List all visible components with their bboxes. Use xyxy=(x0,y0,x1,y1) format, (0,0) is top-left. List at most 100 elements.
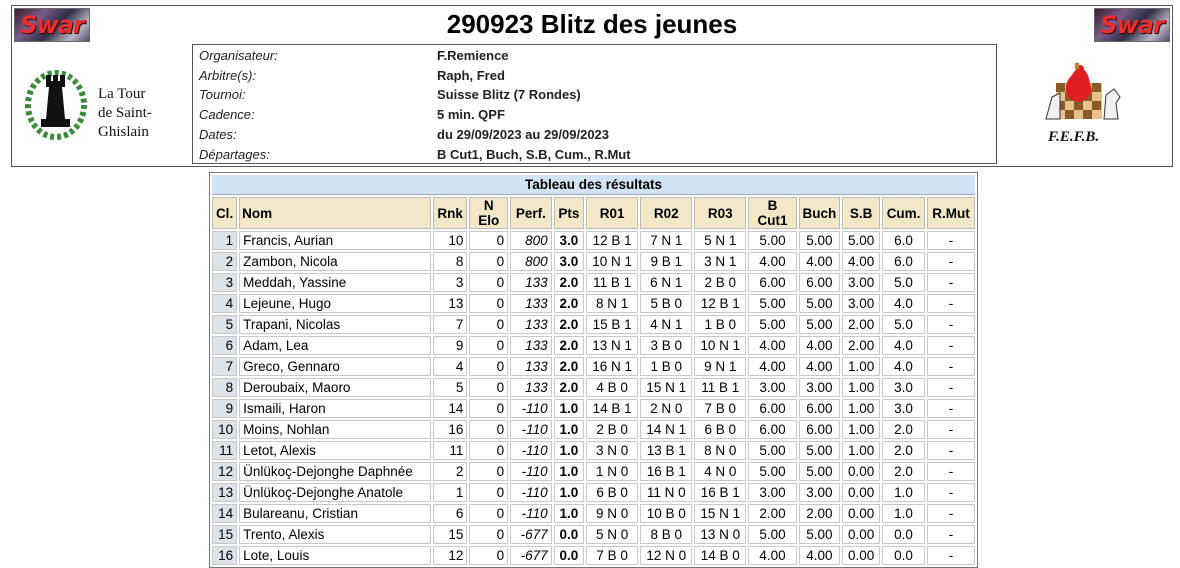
table-cell: 1.0 xyxy=(553,462,585,481)
table-cell: 0 xyxy=(469,231,509,250)
table-cell: Lejeune, Hugo xyxy=(239,294,431,313)
table-cell: 2.0 xyxy=(553,378,585,397)
table-cell: 14 xyxy=(212,504,238,523)
table-cell: 15 xyxy=(432,525,468,544)
table-cell: 7 B 0 xyxy=(586,546,639,565)
column-header: R02 xyxy=(640,197,693,229)
table-cell: 0 xyxy=(469,378,509,397)
table-cell: Meddah, Yassine xyxy=(239,273,431,292)
table-cell: 0.00 xyxy=(842,525,881,544)
table-cell: 9 B 1 xyxy=(640,252,693,271)
table-cell: 4.0 xyxy=(882,336,925,355)
table-cell: 10 xyxy=(432,231,468,250)
info-row: Dates: du 29/09/2023 au 29/09/2023 xyxy=(199,125,989,144)
table-cell: 14 B 1 xyxy=(586,399,639,418)
table-cell: Greco, Gennaro xyxy=(239,357,431,376)
info-row: Arbitre(s): Raph, Fred xyxy=(199,66,989,85)
table-cell: Bulareanu, Cristian xyxy=(239,504,431,523)
table-cell: 2 B 0 xyxy=(694,273,747,292)
table-cell: 3 xyxy=(212,273,238,292)
table-cell: -677 xyxy=(510,525,552,544)
table-cell: - xyxy=(926,525,975,544)
table-cell: 10 N 1 xyxy=(694,336,747,355)
table-cell: 0 xyxy=(469,336,509,355)
table-cell: 2.00 xyxy=(748,504,797,523)
column-header: Perf. xyxy=(510,197,552,229)
table-cell: 11 B 1 xyxy=(694,378,747,397)
table-cell: Trapani, Nicolas xyxy=(239,315,431,334)
table-cell: 4 N 0 xyxy=(694,462,747,481)
table-cell: 0.00 xyxy=(842,462,881,481)
column-header: N Elo xyxy=(469,197,509,229)
table-row: 12 Ünlükoç-Dejonghe Daphnée 2 0 -110 1.0 1 N 0… xyxy=(212,462,975,481)
table-cell: 0 xyxy=(469,420,509,439)
table-cell: 0 xyxy=(469,357,509,376)
table-cell: 0 xyxy=(469,315,509,334)
table-cell: 4.00 xyxy=(798,336,841,355)
table-cell: 3.0 xyxy=(553,252,585,271)
table-cell: 8 xyxy=(432,252,468,271)
column-header: R01 xyxy=(586,197,639,229)
table-cell: 2 xyxy=(212,252,238,271)
table-cell: 13 xyxy=(212,483,238,502)
info-label: Cadence: xyxy=(199,107,255,123)
table-cell: 11 xyxy=(432,441,468,460)
table-cell: 5 B 0 xyxy=(640,294,693,313)
info-row: Tournoi: Suisse Blitz (7 Rondes) xyxy=(199,85,989,104)
table-cell: 2.0 xyxy=(882,420,925,439)
table-cell: 1.00 xyxy=(842,420,881,439)
table-cell: 3.0 xyxy=(553,231,585,250)
table-cell: 1.00 xyxy=(842,378,881,397)
table-cell: 1.0 xyxy=(553,420,585,439)
table-cell: 1.0 xyxy=(553,504,585,523)
info-label: Tournoi: xyxy=(199,87,246,103)
table-cell: 6.00 xyxy=(798,273,841,292)
table-cell: 7 xyxy=(432,315,468,334)
table-cell: 5.00 xyxy=(842,231,881,250)
table-cell: -110 xyxy=(510,504,552,523)
table-row: 16 Lote, Louis 12 0 -677 0.0 7 B 0 12 N 0 14 B 0… xyxy=(212,546,975,565)
table-cell: 5 xyxy=(432,378,468,397)
table-cell: - xyxy=(926,357,975,376)
table-cell: - xyxy=(926,315,975,334)
table-cell: 0 xyxy=(469,462,509,481)
table-cell: 15 N 1 xyxy=(640,378,693,397)
table-cell: 4.00 xyxy=(798,357,841,376)
table-cell: 9 N 1 xyxy=(694,357,747,376)
table-cell: 2 N 0 xyxy=(640,399,693,418)
table-cell: 2.0 xyxy=(882,441,925,460)
table-cell: Letot, Alexis xyxy=(239,441,431,460)
table-cell: 3.0 xyxy=(882,399,925,418)
table-cell: 11 N 0 xyxy=(640,483,693,502)
table-cell: 3.00 xyxy=(798,483,841,502)
info-value: Raph, Fred xyxy=(437,67,505,83)
table-cell: 6.00 xyxy=(748,420,797,439)
table-cell: 5.00 xyxy=(798,315,841,334)
column-header: S.B xyxy=(842,197,881,229)
column-header: Nom xyxy=(239,197,431,229)
table-cell: 800 xyxy=(510,252,552,271)
table-cell: 1.00 xyxy=(842,441,881,460)
table-cell: 133 xyxy=(510,273,552,292)
table-cell: 5.00 xyxy=(748,462,797,481)
table-cell: 6.00 xyxy=(798,399,841,418)
table-cell: 133 xyxy=(510,357,552,376)
table-cell: 16 B 1 xyxy=(694,483,747,502)
table-cell: 7 B 0 xyxy=(694,399,747,418)
table-cell: 1 xyxy=(212,231,238,250)
table-cell: 12 xyxy=(432,546,468,565)
table-cell: - xyxy=(926,336,975,355)
table-cell: - xyxy=(926,273,975,292)
table-cell: -110 xyxy=(510,399,552,418)
table-cell: 14 B 0 xyxy=(694,546,747,565)
table-cell: Ismaili, Haron xyxy=(239,399,431,418)
table-cell: 1 B 0 xyxy=(694,315,747,334)
table-cell: - xyxy=(926,420,975,439)
table-cell: Ünlükoç-Dejonghe Anatole xyxy=(239,483,431,502)
